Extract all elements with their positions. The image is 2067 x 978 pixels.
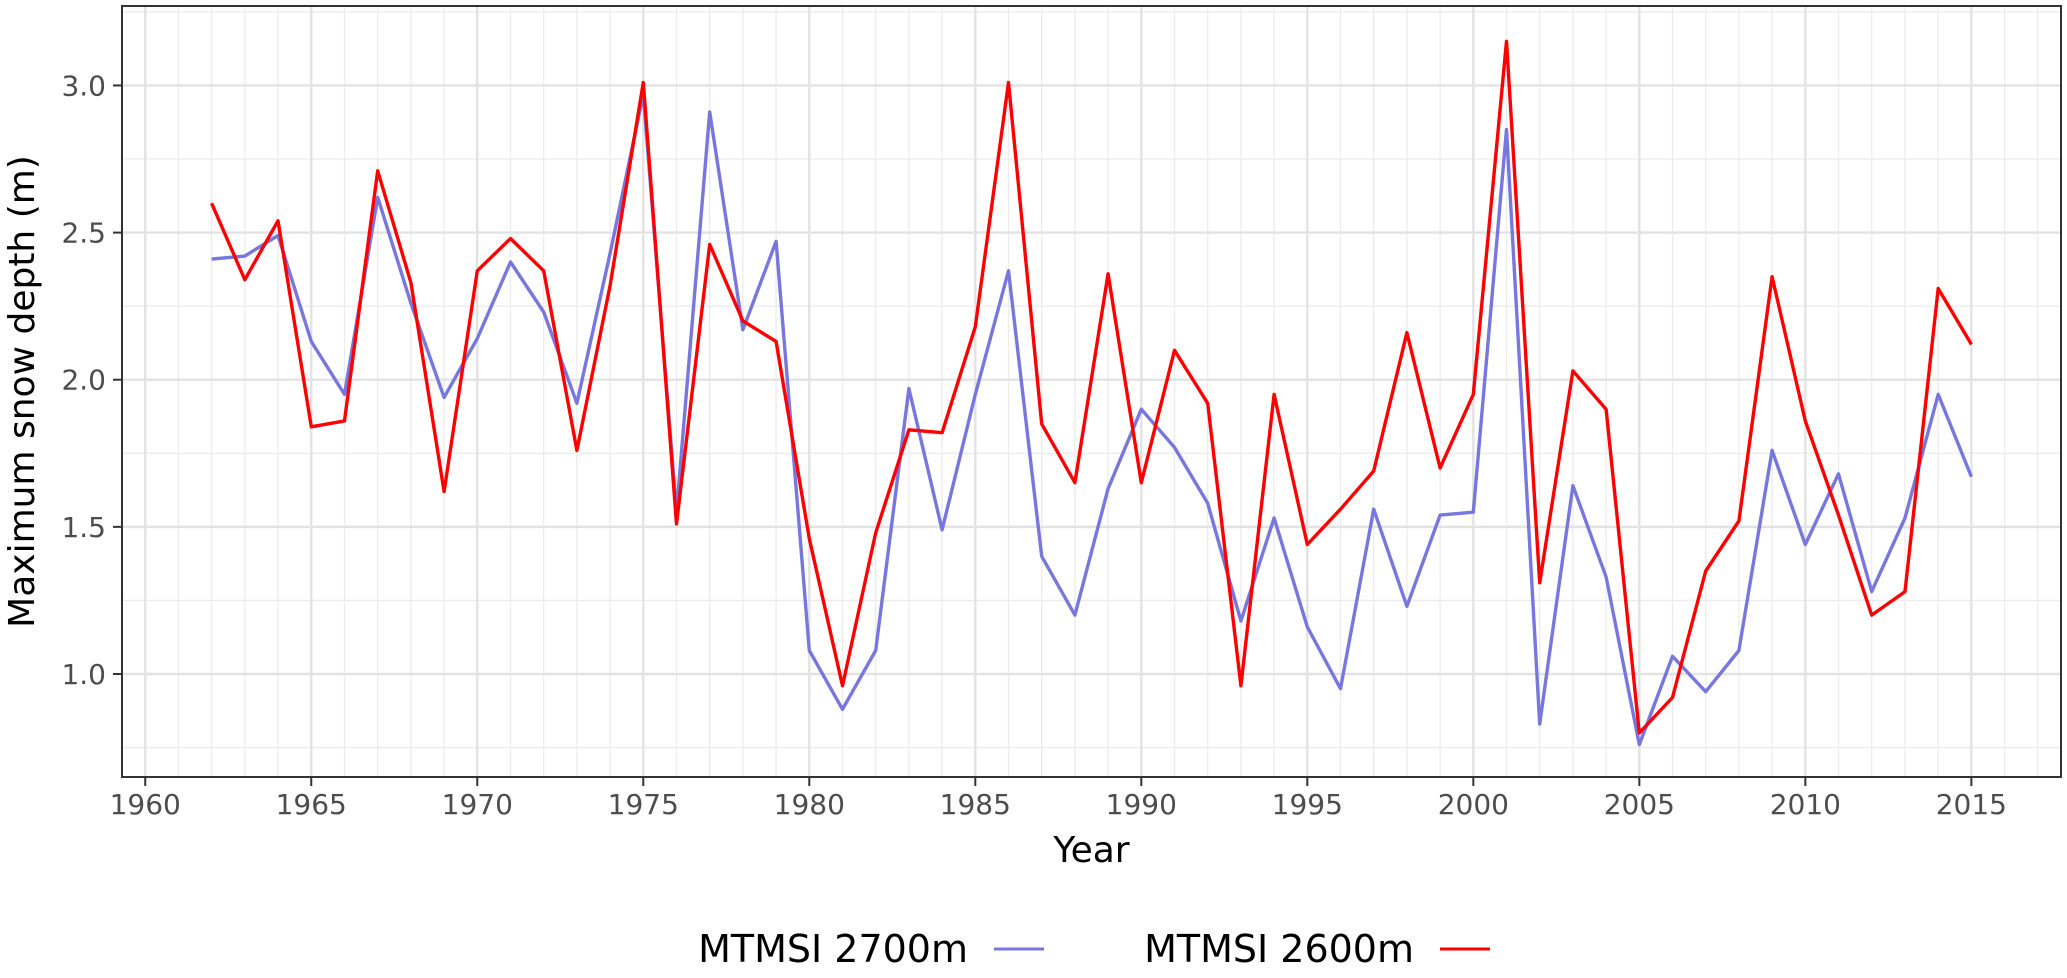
x-tick-label: 2000 xyxy=(1438,788,1509,821)
series-line-mtmsi-2600m xyxy=(210,39,1973,735)
legend: MTMSI 2700m MTMSI 2600m xyxy=(698,927,1490,971)
x-tick-label: 1965 xyxy=(276,788,347,821)
y-tick-label: 2.5 xyxy=(61,217,106,250)
legend-label-mtmsi-2700m: MTMSI 2700m xyxy=(698,927,968,971)
y-tick-label: 1.5 xyxy=(61,511,106,544)
x-tick-label: 2015 xyxy=(1936,788,2007,821)
major-gridlines xyxy=(122,6,2061,777)
y-axis-title: Maximum snow depth (m) xyxy=(2,155,43,628)
x-tick-label: 1975 xyxy=(608,788,679,821)
x-axis-title: Year xyxy=(1052,830,1129,871)
plot-panel-border xyxy=(121,5,2062,778)
x-tick-label: 1985 xyxy=(940,788,1011,821)
x-tick-label: 2005 xyxy=(1604,788,1675,821)
minor-gridlines xyxy=(122,6,2061,777)
series-line-mtmsi-2700m xyxy=(211,92,1973,747)
x-tick-label: 1960 xyxy=(110,788,181,821)
series-lines xyxy=(210,39,1973,747)
x-tick-label: 1990 xyxy=(1106,788,1177,821)
x-axis: 1960 1965 1970 1975 1980 1985 1990 1995 2000 2005… xyxy=(110,777,2007,821)
legend-label-mtmsi-2600m: MTMSI 2600m xyxy=(1144,927,1414,971)
x-tick-label: 2010 xyxy=(1770,788,1841,821)
x-tick-label: 1980 xyxy=(774,788,845,821)
y-tick-label: 3.0 xyxy=(61,69,106,102)
y-tick-label: 1.0 xyxy=(61,658,106,691)
y-tick-label: 2.0 xyxy=(61,364,106,397)
x-tick-label: 1970 xyxy=(442,788,513,821)
y-axis: 1.0 1.5 2.0 2.5 3.0 xyxy=(61,69,122,691)
x-tick-label: 1995 xyxy=(1272,788,1343,821)
